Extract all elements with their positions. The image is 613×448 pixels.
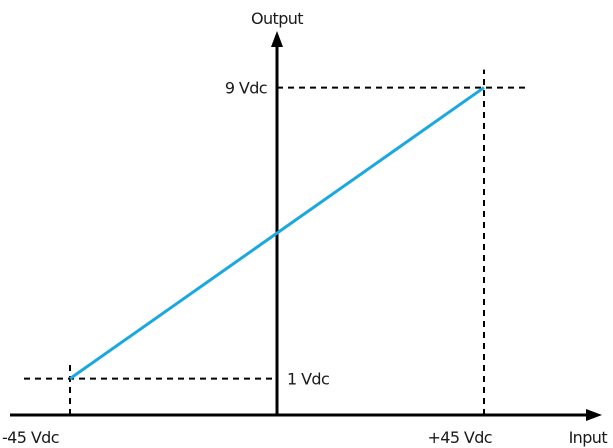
y-axis-arrowhead	[271, 31, 283, 47]
y-tick-label-1vdc: 1 Vdc	[287, 370, 329, 389]
x-tick-label-plus-45vdc: +45 Vdc	[427, 428, 492, 447]
x-axis-arrowhead	[586, 409, 602, 421]
x-tick-label-minus-45vdc: -45 Vdc	[2, 428, 59, 447]
y-axis-title: Output	[251, 9, 303, 28]
dashed-guide-lines	[24, 69, 530, 415]
series-line-1	[69, 86, 485, 380]
y-tick-label-9vdc: 9 Vdc	[225, 79, 267, 98]
series-lines	[69, 86, 485, 380]
x-axis-title: Input	[569, 428, 608, 447]
